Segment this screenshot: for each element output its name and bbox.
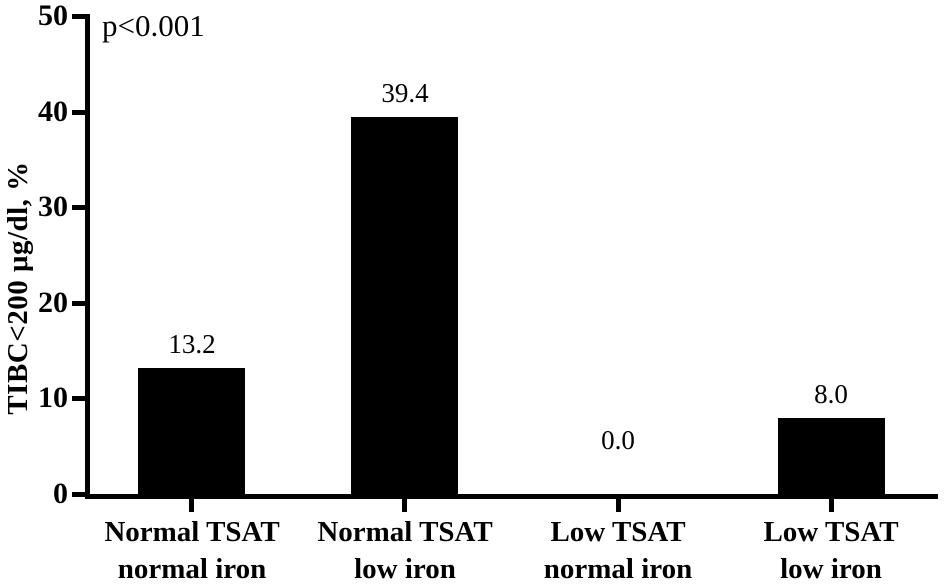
x-category-label: Normal TSAT normal iron xyxy=(86,514,298,585)
y-axis-tick xyxy=(72,14,85,19)
y-axis-tick xyxy=(72,300,85,306)
x-category-label: Low TSAT low iron xyxy=(725,514,937,585)
x-axis-line xyxy=(85,494,938,499)
x-category-label-line: Normal TSAT xyxy=(104,516,280,548)
p-value-annotation: p<0.001 xyxy=(102,8,205,43)
bar-value-label: 13.2 xyxy=(168,329,216,359)
bar-value-label: 39.4 xyxy=(381,78,429,108)
y-axis-tick-label: 10 xyxy=(38,381,68,415)
bar xyxy=(778,418,885,499)
y-axis-tick xyxy=(72,109,85,115)
y-axis-tick-label: 40 xyxy=(38,94,68,128)
y-axis-tick xyxy=(72,492,85,497)
bar xyxy=(138,368,245,499)
x-category-label-line: low iron xyxy=(780,553,882,585)
x-category-label-line: normal iron xyxy=(117,553,267,585)
y-axis-tick xyxy=(72,205,85,211)
y-axis-tick xyxy=(72,396,85,402)
x-axis-tick xyxy=(616,499,621,512)
x-axis-tick xyxy=(829,499,834,512)
bar-value-label: 8.0 xyxy=(814,379,848,409)
x-category-label-line: normal iron xyxy=(543,553,693,585)
x-category-label-line: Low TSAT xyxy=(550,516,686,548)
x-category-label-line: Normal TSAT xyxy=(317,516,493,548)
y-axis-tick-label: 0 xyxy=(53,477,68,510)
y-axis-line xyxy=(85,14,90,499)
x-axis-tick xyxy=(402,499,407,512)
x-category-label: Normal TSAT low iron xyxy=(299,514,511,585)
y-axis-tick-label: 50 xyxy=(38,0,68,32)
x-category-label: Low TSAT normal iron xyxy=(512,514,724,585)
x-axis-tick xyxy=(189,499,194,512)
bar xyxy=(351,117,458,499)
y-axis-tick-label: 30 xyxy=(38,190,68,224)
bar-value-label: 0.0 xyxy=(601,425,635,455)
x-category-label-line: low iron xyxy=(354,553,456,585)
x-category-label-line: Low TSAT xyxy=(763,516,899,548)
y-axis-tick-label: 20 xyxy=(38,285,68,319)
